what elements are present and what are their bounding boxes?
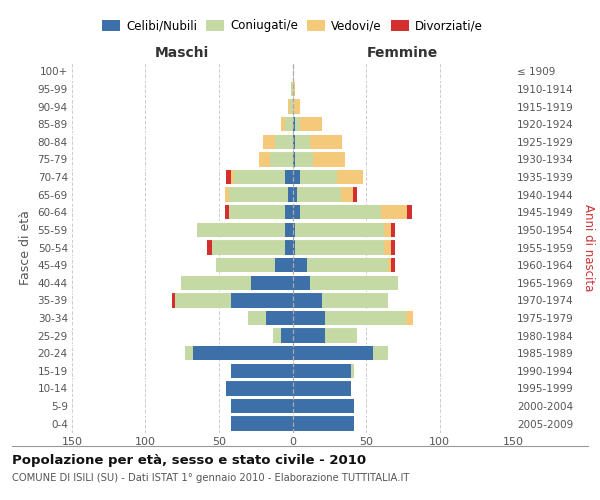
Bar — [266, 311, 293, 325]
Bar — [207, 240, 212, 254]
Bar — [251, 276, 293, 290]
Bar — [293, 328, 325, 343]
Bar — [293, 134, 295, 149]
Bar — [293, 117, 295, 132]
Bar — [288, 188, 293, 202]
Bar — [293, 258, 307, 272]
Bar — [322, 293, 388, 308]
Bar — [388, 258, 391, 272]
Bar — [216, 258, 275, 272]
Bar — [313, 152, 346, 166]
Bar — [193, 346, 293, 360]
Bar — [293, 240, 295, 254]
Bar — [225, 205, 229, 220]
Bar — [295, 117, 300, 132]
Bar — [181, 276, 251, 290]
Bar — [293, 364, 352, 378]
Bar — [271, 152, 293, 166]
Bar — [229, 205, 285, 220]
Bar — [407, 205, 412, 220]
Bar — [281, 328, 293, 343]
Bar — [248, 311, 266, 325]
Y-axis label: Fasce di età: Fasce di età — [19, 210, 32, 285]
Bar — [381, 205, 407, 220]
Bar — [352, 364, 354, 378]
Bar — [341, 188, 353, 202]
Bar — [325, 311, 406, 325]
Bar — [229, 188, 288, 202]
Bar — [300, 170, 337, 184]
Bar — [293, 100, 300, 114]
Y-axis label: Anni di nascita: Anni di nascita — [582, 204, 595, 291]
Bar — [391, 240, 395, 254]
Bar — [293, 170, 300, 184]
Bar — [231, 170, 234, 184]
Bar — [295, 240, 383, 254]
Bar — [293, 346, 373, 360]
Bar — [300, 205, 381, 220]
Bar — [231, 399, 293, 413]
Bar — [285, 222, 293, 237]
Bar — [281, 117, 285, 132]
Bar — [295, 152, 313, 166]
Bar — [293, 416, 354, 431]
Bar — [293, 276, 310, 290]
Bar — [172, 293, 175, 308]
Bar — [231, 416, 293, 431]
Bar — [310, 276, 398, 290]
Bar — [293, 188, 297, 202]
Bar — [293, 293, 322, 308]
Bar — [373, 346, 388, 360]
Bar — [293, 381, 352, 396]
Bar — [231, 364, 293, 378]
Bar — [295, 222, 383, 237]
Bar — [225, 188, 229, 202]
Bar — [259, 152, 271, 166]
Bar — [293, 311, 325, 325]
Bar — [325, 328, 357, 343]
Bar — [300, 117, 322, 132]
Bar — [285, 117, 293, 132]
Bar — [275, 258, 293, 272]
Bar — [275, 134, 293, 149]
Bar — [291, 82, 293, 96]
Bar — [353, 188, 357, 202]
Bar — [226, 170, 231, 184]
Bar — [285, 205, 293, 220]
Bar — [295, 134, 310, 149]
Text: COMUNE DI ISILI (SU) - Dati ISTAT 1° gennaio 2010 - Elaborazione TUTTITALIA.IT: COMUNE DI ISILI (SU) - Dati ISTAT 1° gen… — [12, 473, 409, 483]
Bar — [293, 82, 295, 96]
Bar — [285, 240, 293, 254]
Bar — [297, 188, 341, 202]
Bar — [406, 311, 413, 325]
Bar — [285, 170, 293, 184]
Bar — [233, 170, 285, 184]
Bar — [293, 205, 300, 220]
Bar — [288, 100, 290, 114]
Bar — [263, 134, 275, 149]
Bar — [290, 100, 293, 114]
Bar — [175, 293, 231, 308]
Bar — [307, 258, 388, 272]
Legend: Celibi/Nubili, Coniugati/e, Vedovi/e, Divorziati/e: Celibi/Nubili, Coniugati/e, Vedovi/e, Di… — [98, 15, 487, 37]
Bar — [391, 222, 395, 237]
Text: Popolazione per età, sesso e stato civile - 2010: Popolazione per età, sesso e stato civil… — [12, 454, 366, 467]
Bar — [185, 346, 193, 360]
Bar — [293, 222, 295, 237]
Text: Femmine: Femmine — [367, 46, 439, 60]
Bar — [231, 293, 293, 308]
Bar — [383, 240, 391, 254]
Bar — [212, 240, 285, 254]
Bar — [383, 222, 391, 237]
Bar — [274, 328, 281, 343]
Text: Maschi: Maschi — [155, 46, 209, 60]
Bar — [391, 258, 395, 272]
Bar — [197, 222, 285, 237]
Bar — [310, 134, 343, 149]
Bar — [337, 170, 363, 184]
Bar — [293, 399, 354, 413]
Bar — [293, 152, 295, 166]
Bar — [226, 381, 293, 396]
